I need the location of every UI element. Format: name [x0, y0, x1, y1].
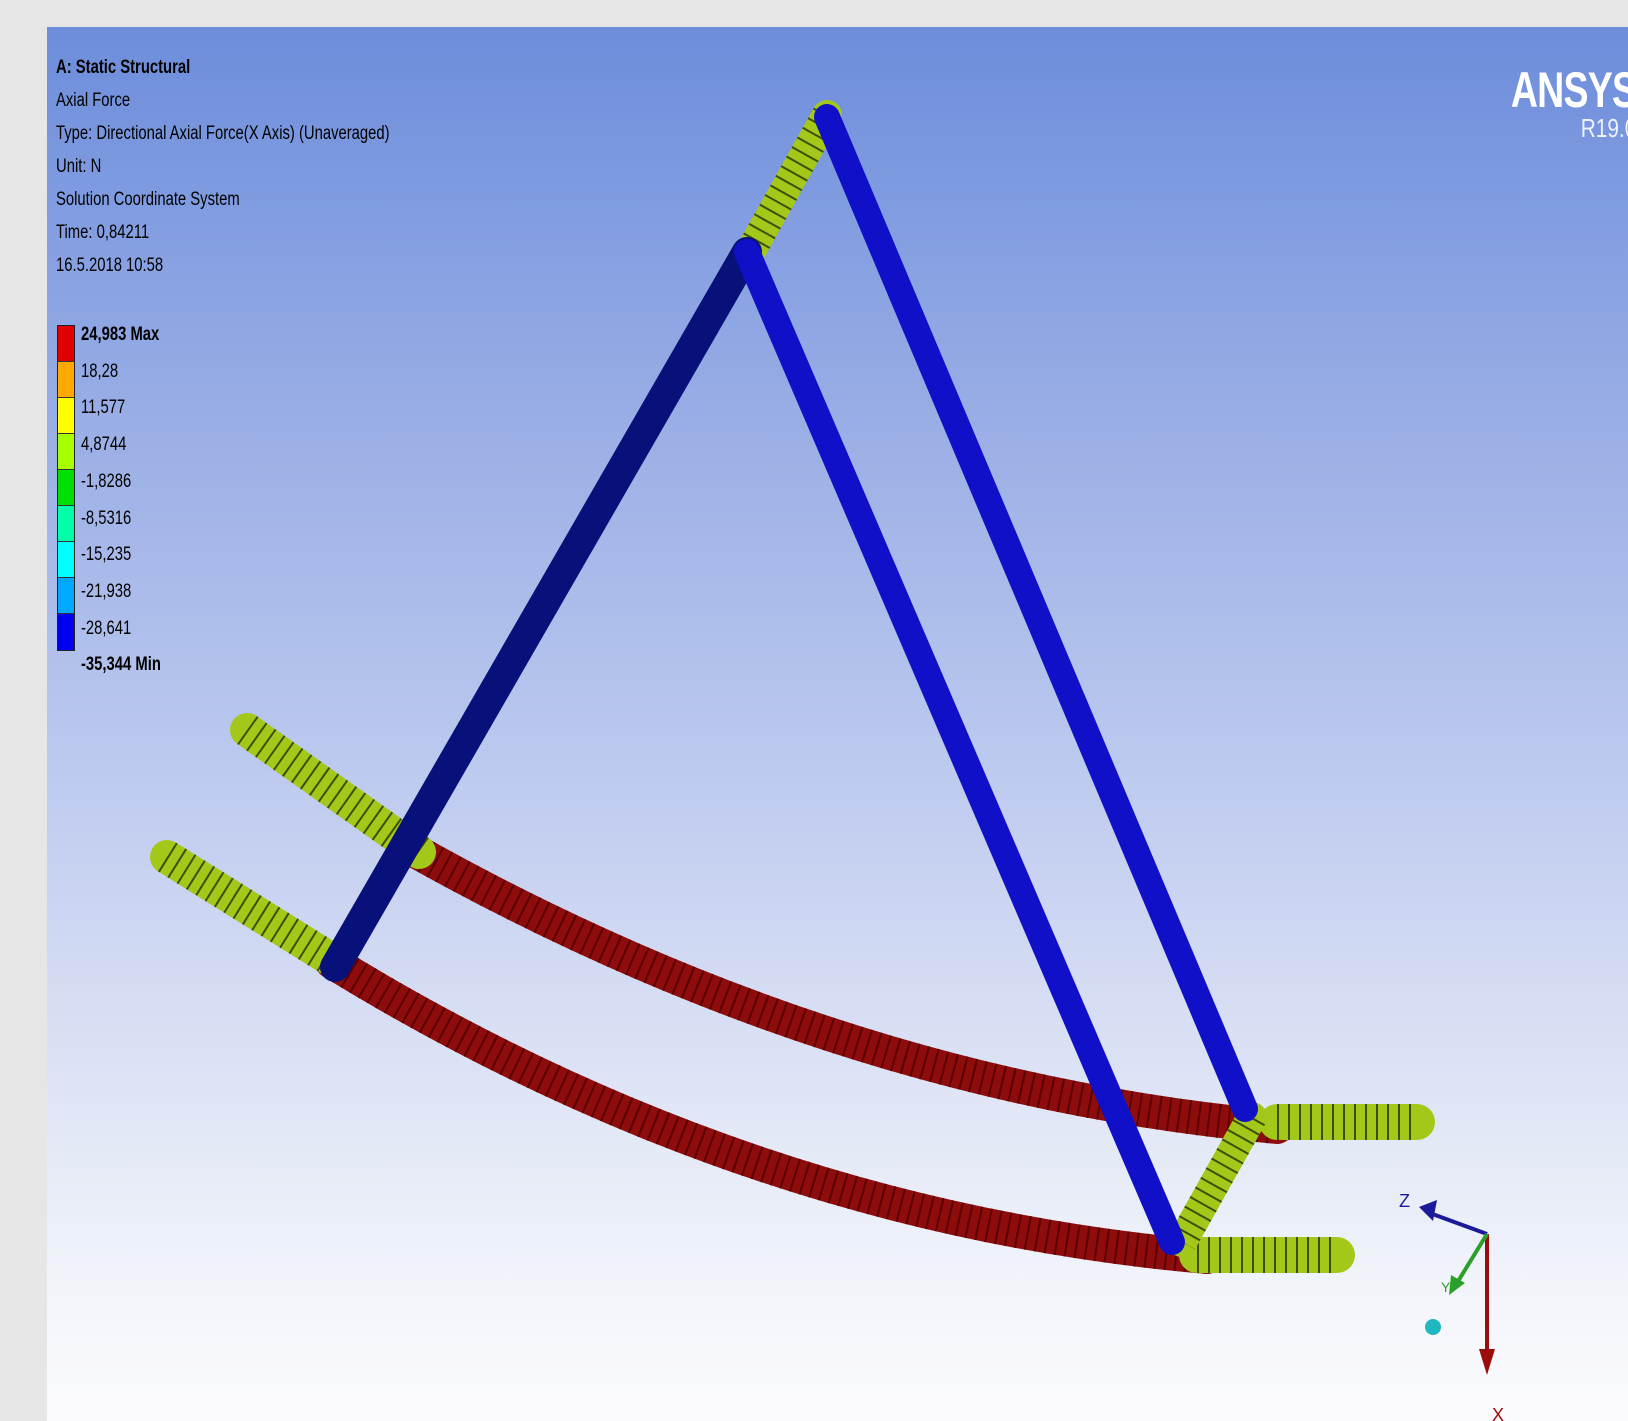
legend-min-label: -35,344 Min: [81, 654, 161, 676]
brand-name: ANSYS: [1510, 62, 1628, 118]
legend-band-6: [58, 506, 74, 542]
legend-band-4: [58, 434, 74, 470]
frame-model-view[interactable]: X Y Z: [47, 27, 1628, 1421]
brand-version: R19.0: [1580, 113, 1628, 143]
frame-members-blue[interactable]: [320, 104, 1258, 1255]
legend-band-3: [58, 398, 74, 434]
result-time: Time: 0,84211: [56, 222, 150, 243]
rail-front-red[interactable]: [315, 945, 1224, 1274]
legend-max-label: 24,983 Max: [81, 324, 160, 345]
legend-band-7: [58, 542, 74, 578]
legend-band-5: [58, 470, 74, 506]
legend-label: -1,8286: [81, 470, 132, 492]
legend-labels: 24,983 Max 18,28 11,577 4,8744 -1,8286 -…: [81, 317, 161, 684]
triad-y-label: Y: [1441, 1279, 1451, 1295]
rail-stubs-green[interactable]: [150, 100, 1435, 1273]
legend-label: -8,5316: [81, 507, 132, 529]
legend-band-8: [58, 578, 74, 614]
result-date: 16.5.2018 10:58: [56, 255, 164, 276]
result-info-panel: A: Static Structural Axial Force Type: D…: [56, 51, 390, 282]
legend-label: 11,577: [81, 397, 126, 419]
rail-back-red-ribs: [408, 837, 1279, 1144]
ansys-logo: ANSYS R19.0: [1469, 61, 1628, 144]
legend-band-9: [58, 614, 74, 650]
triad-x-label: X: [1492, 1405, 1504, 1421]
triad-z-label: Z: [1399, 1191, 1410, 1211]
coordinate-system: Solution Coordinate System: [56, 189, 240, 210]
result-unit: Unit: N: [56, 156, 102, 177]
legend-band-2: [58, 362, 74, 398]
legend-color-bar: [57, 325, 75, 651]
graphics-viewport[interactable]: A: Static Structural Axial Force Type: D…: [47, 27, 1628, 1421]
legend-band-1: [58, 326, 74, 362]
coordinate-triad: X Y Z: [1399, 1191, 1504, 1421]
analysis-title: A: Static Structural: [56, 57, 191, 78]
triad-origin-ball: [1425, 1319, 1441, 1335]
legend-label: -21,938: [81, 580, 132, 602]
legend-label: -15,235: [81, 544, 132, 566]
legend-label: 4,8744: [81, 434, 127, 456]
legend-label: -28,641: [81, 617, 132, 639]
result-name: Axial Force: [56, 90, 131, 111]
result-type: Type: Directional Axial Force(X Axis) (U…: [56, 123, 390, 144]
legend-label: 18,28: [81, 360, 119, 382]
